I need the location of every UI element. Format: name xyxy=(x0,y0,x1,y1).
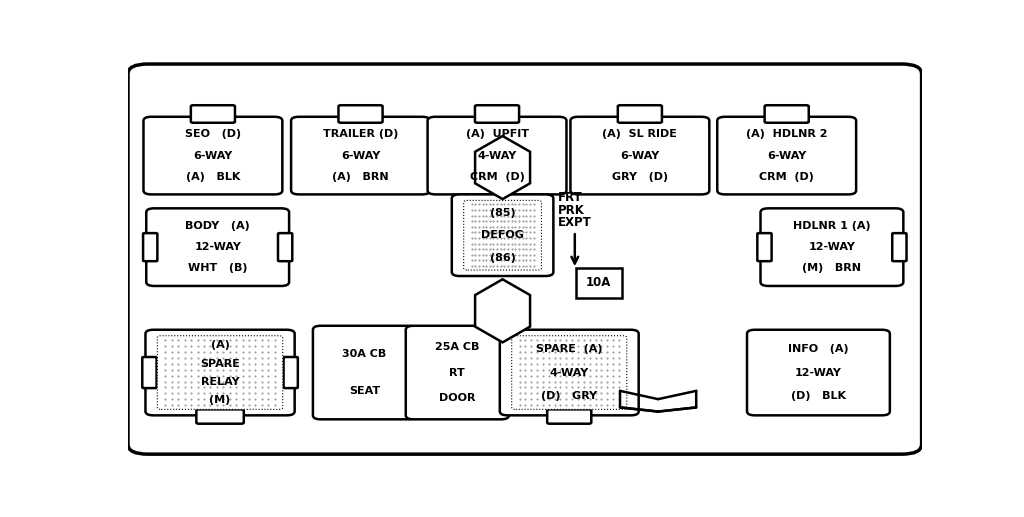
Text: GRY   (D): GRY (D) xyxy=(611,172,668,181)
FancyBboxPatch shape xyxy=(339,105,383,123)
Text: 12-WAY: 12-WAY xyxy=(795,368,842,377)
FancyBboxPatch shape xyxy=(158,336,283,409)
Text: RT: RT xyxy=(450,368,465,377)
Text: HDLNR 1 (A): HDLNR 1 (A) xyxy=(794,221,870,231)
FancyBboxPatch shape xyxy=(617,105,662,123)
FancyBboxPatch shape xyxy=(145,330,295,415)
FancyBboxPatch shape xyxy=(143,117,283,194)
Text: 6-WAY: 6-WAY xyxy=(341,150,380,161)
Text: (A): (A) xyxy=(211,341,229,351)
FancyBboxPatch shape xyxy=(717,117,856,194)
Text: (A)   BRN: (A) BRN xyxy=(332,172,389,181)
Text: SEO   (D): SEO (D) xyxy=(185,129,241,140)
FancyBboxPatch shape xyxy=(758,233,772,261)
Text: 30A CB: 30A CB xyxy=(342,349,387,359)
Text: DEFOG: DEFOG xyxy=(481,230,524,240)
FancyBboxPatch shape xyxy=(761,208,903,286)
Text: CRM  (D): CRM (D) xyxy=(470,172,524,181)
Text: BODY   (A): BODY (A) xyxy=(185,221,250,231)
FancyBboxPatch shape xyxy=(547,409,591,424)
Text: CRM  (D): CRM (D) xyxy=(759,172,814,181)
FancyBboxPatch shape xyxy=(500,330,639,415)
Text: (85): (85) xyxy=(489,208,515,218)
FancyBboxPatch shape xyxy=(748,330,890,415)
Text: 4-WAY: 4-WAY xyxy=(477,150,517,161)
Text: SPARE: SPARE xyxy=(200,358,240,369)
FancyBboxPatch shape xyxy=(406,326,509,419)
Text: (A)   BLK: (A) BLK xyxy=(185,172,240,181)
Text: (A)  HDLNR 2: (A) HDLNR 2 xyxy=(745,129,827,140)
FancyBboxPatch shape xyxy=(143,233,158,261)
Text: (86): (86) xyxy=(489,252,515,263)
Text: 10A: 10A xyxy=(586,277,611,290)
FancyBboxPatch shape xyxy=(452,194,553,276)
FancyBboxPatch shape xyxy=(475,105,519,123)
Text: 6-WAY: 6-WAY xyxy=(621,150,659,161)
Text: PRK: PRK xyxy=(558,204,585,217)
Text: INFO   (A): INFO (A) xyxy=(788,344,849,354)
Text: 12-WAY: 12-WAY xyxy=(809,242,855,252)
Text: TRAILER (D): TRAILER (D) xyxy=(323,129,398,140)
FancyBboxPatch shape xyxy=(190,105,234,123)
Polygon shape xyxy=(475,136,530,199)
FancyBboxPatch shape xyxy=(197,409,244,424)
FancyBboxPatch shape xyxy=(765,105,809,123)
FancyBboxPatch shape xyxy=(278,233,292,261)
FancyBboxPatch shape xyxy=(142,357,157,388)
Text: 25A CB: 25A CB xyxy=(435,342,479,352)
Text: (M): (M) xyxy=(210,394,230,405)
Text: (M)   BRN: (M) BRN xyxy=(803,263,861,273)
FancyBboxPatch shape xyxy=(291,117,430,194)
Text: EXPT: EXPT xyxy=(558,217,592,230)
Text: 12-WAY: 12-WAY xyxy=(195,242,241,252)
Text: SPARE  (A): SPARE (A) xyxy=(536,344,602,354)
FancyBboxPatch shape xyxy=(570,117,710,194)
Text: RELAY: RELAY xyxy=(201,376,240,387)
FancyBboxPatch shape xyxy=(284,357,298,388)
Text: (A)  SL RIDE: (A) SL RIDE xyxy=(602,129,677,140)
Text: SEAT: SEAT xyxy=(349,386,380,396)
Bar xyxy=(575,268,622,298)
FancyBboxPatch shape xyxy=(428,117,566,194)
Text: 4-WAY: 4-WAY xyxy=(550,368,589,377)
Text: DOOR: DOOR xyxy=(439,393,475,403)
Text: 6-WAY: 6-WAY xyxy=(767,150,806,161)
Text: WHT   (B): WHT (B) xyxy=(188,263,248,273)
FancyBboxPatch shape xyxy=(128,64,922,454)
FancyBboxPatch shape xyxy=(512,336,627,409)
Text: FRT: FRT xyxy=(558,191,583,204)
Polygon shape xyxy=(475,279,530,342)
Text: (D)   BLK: (D) BLK xyxy=(791,391,846,401)
Text: (A)  UPFIT: (A) UPFIT xyxy=(466,129,528,140)
FancyBboxPatch shape xyxy=(464,201,542,270)
Text: (D)   GRY: (D) GRY xyxy=(541,391,597,401)
FancyBboxPatch shape xyxy=(892,233,906,261)
FancyBboxPatch shape xyxy=(146,208,289,286)
FancyBboxPatch shape xyxy=(313,326,416,419)
Text: 6-WAY: 6-WAY xyxy=(194,150,232,161)
